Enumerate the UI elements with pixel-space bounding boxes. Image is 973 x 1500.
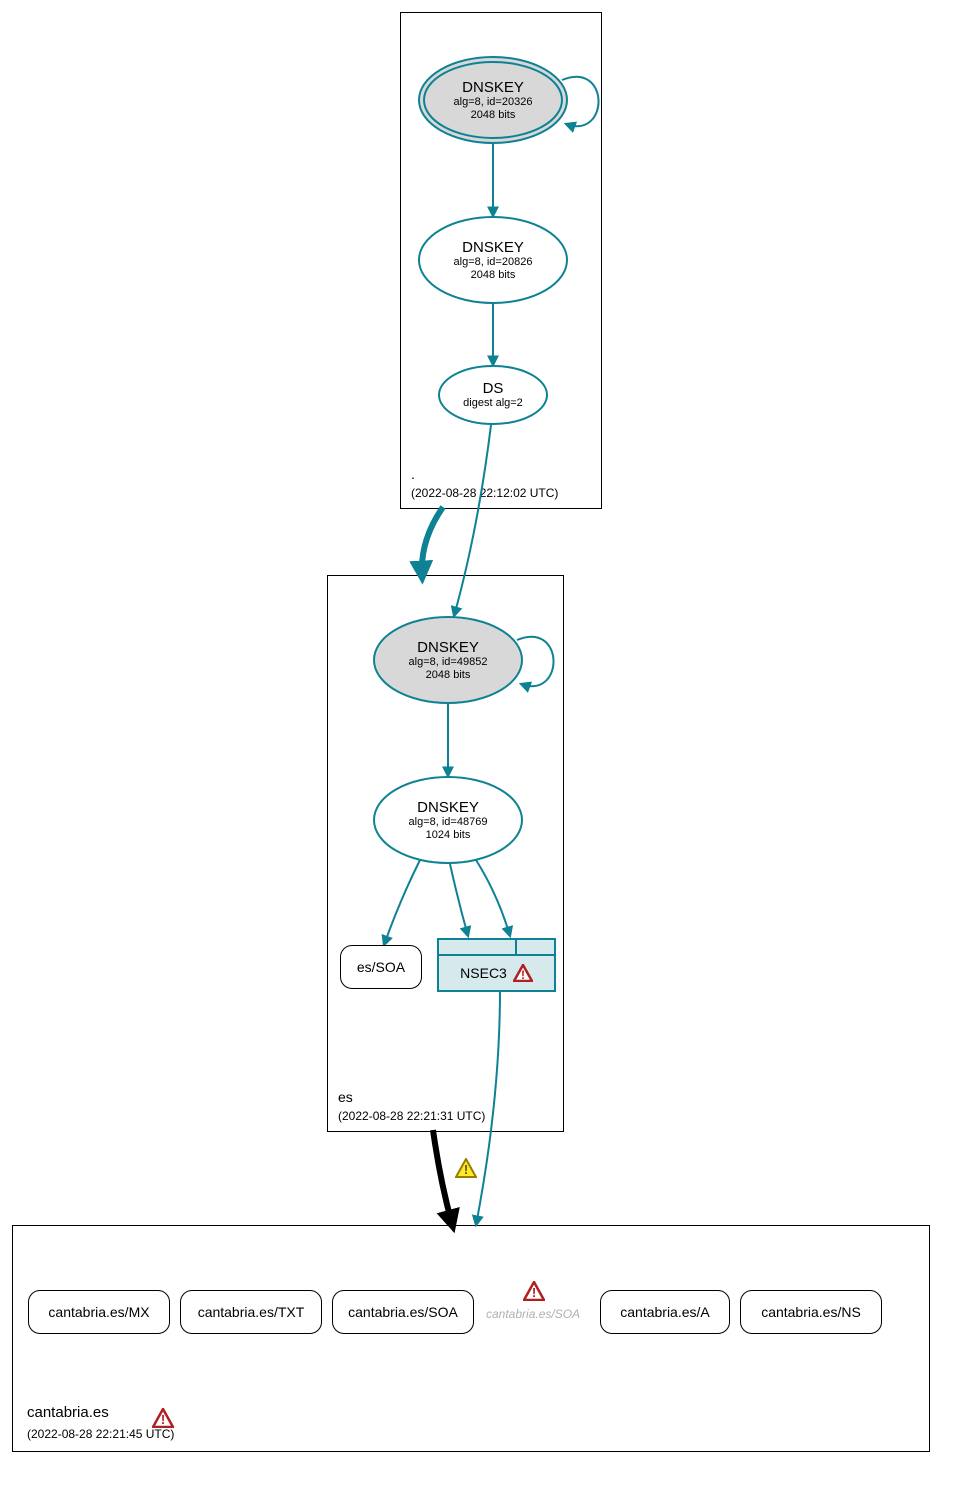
record-ns[interactable]: cantabria.es/NS [740, 1290, 882, 1334]
node-sub1: alg=8, id=49852 [409, 656, 488, 668]
record-a[interactable]: cantabria.es/A [600, 1290, 730, 1334]
zone-cantabria: cantabria.es (2022-08-28 22:21:45 UTC) [12, 1225, 930, 1452]
warning-icon: ! [152, 1408, 174, 1428]
node-sub2: 2048 bits [471, 109, 516, 121]
svg-text:!: ! [521, 968, 525, 982]
node-title: DNSKEY [417, 639, 479, 656]
nsec3-label: NSEC3 [460, 965, 507, 981]
node-sub1: digest alg=2 [463, 397, 523, 409]
zone-cantabria-label: cantabria.es [27, 1404, 109, 1421]
node-es-zsk[interactable]: DNSKEY alg=8, id=48769 1024 bits [373, 776, 523, 864]
record-label: cantabria.es/SOA [348, 1304, 458, 1320]
node-es-ksk[interactable]: DNSKEY alg=8, id=49852 2048 bits [373, 616, 523, 704]
record-mx[interactable]: cantabria.es/MX [28, 1290, 170, 1334]
zone-es-timestamp: (2022-08-28 22:21:31 UTC) [338, 1109, 485, 1123]
warning-icon: ! [455, 1158, 477, 1178]
record-soa[interactable]: cantabria.es/SOA [332, 1290, 474, 1334]
node-sub1: alg=8, id=20326 [454, 96, 533, 108]
zone-root-label: . [411, 466, 415, 482]
node-root-ds[interactable]: DS digest alg=2 [438, 365, 548, 425]
svg-text:!: ! [464, 1162, 468, 1177]
nsec3-header [439, 940, 554, 956]
node-root-ksk[interactable]: DNSKEY alg=8, id=20326 2048 bits [418, 56, 568, 144]
record-label: cantabria.es/MX [48, 1304, 149, 1320]
warning-icon: ! [523, 1281, 545, 1301]
node-title: DNSKEY [462, 79, 524, 96]
node-root-zsk[interactable]: DNSKEY alg=8, id=20826 2048 bits [418, 216, 568, 304]
record-txt[interactable]: cantabria.es/TXT [180, 1290, 322, 1334]
node-es-soa[interactable]: es/SOA [340, 945, 422, 989]
node-title: DNSKEY [417, 799, 479, 816]
node-sub1: alg=8, id=48769 [409, 816, 488, 828]
node-sub2: 1024 bits [426, 829, 471, 841]
ghost-record-soa: cantabria.es/SOA [486, 1307, 580, 1321]
node-es-soa-label: es/SOA [357, 959, 405, 975]
warning-icon: ! [513, 964, 533, 982]
record-label: cantabria.es/TXT [198, 1304, 305, 1320]
node-es-nsec3[interactable]: NSEC3 ! [437, 938, 556, 992]
node-sub2: 2048 bits [471, 269, 516, 281]
node-title: DNSKEY [462, 239, 524, 256]
zone-root-timestamp: (2022-08-28 22:12:02 UTC) [411, 486, 558, 500]
record-label: cantabria.es/NS [761, 1304, 861, 1320]
zone-cantabria-timestamp: (2022-08-28 22:21:45 UTC) [27, 1427, 174, 1441]
svg-text:!: ! [532, 1285, 536, 1300]
record-label: cantabria.es/A [620, 1304, 710, 1320]
zone-es-label: es [338, 1089, 353, 1105]
node-title: DS [483, 380, 504, 397]
node-sub2: 2048 bits [426, 669, 471, 681]
node-sub1: alg=8, id=20826 [454, 256, 533, 268]
svg-text:!: ! [161, 1412, 165, 1427]
